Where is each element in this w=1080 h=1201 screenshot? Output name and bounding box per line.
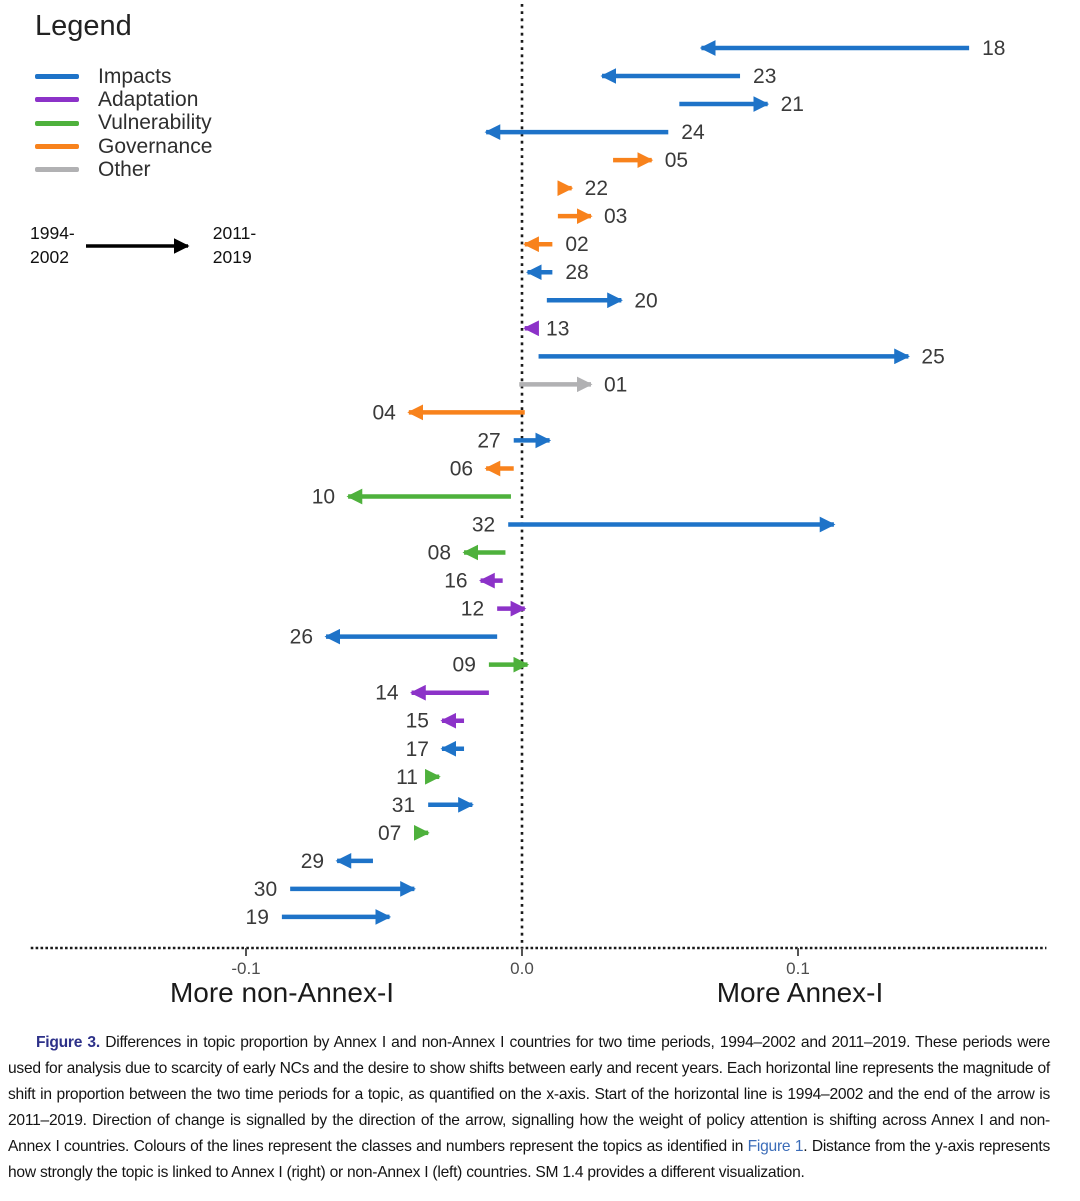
topic-label-01: 01 xyxy=(604,373,627,396)
topic-label-17: 17 xyxy=(406,738,429,761)
arrow-chart: -0.1 0.0 0.1 More non-Annex-I More Annex-I 18… xyxy=(30,4,1047,1008)
topic-label-20: 20 xyxy=(634,289,657,312)
topic-label-14: 14 xyxy=(375,682,399,705)
topic-label-28: 28 xyxy=(565,261,588,284)
legend-label-governance: Governance xyxy=(98,134,213,158)
topic-label-11: 11 xyxy=(396,766,418,789)
legend: Legend Impacts Adaptation Vulnerability Gov… xyxy=(35,10,212,181)
topic-label-15: 15 xyxy=(406,710,429,733)
topic-label-08: 08 xyxy=(428,542,451,565)
topic-label-27: 27 xyxy=(477,429,500,452)
caption-figure-label: Figure 3. xyxy=(36,1034,100,1051)
period-end-line2: 2019 xyxy=(212,246,252,267)
legend-item-adaptation: Adaptation xyxy=(35,88,212,111)
legend-swatch-impacts xyxy=(35,74,79,80)
topic-label-04: 04 xyxy=(372,401,396,424)
topic-label-25: 25 xyxy=(921,345,944,368)
period-start-line1: 1994- xyxy=(30,223,75,243)
period-arrow-icon xyxy=(85,237,190,254)
topic-label-30: 30 xyxy=(254,878,277,901)
period-start-line2: 2002 xyxy=(30,246,69,267)
x-tick-label-0.1: 0.1 xyxy=(786,959,810,978)
topic-label-24: 24 xyxy=(681,121,705,144)
period-end-line1: 2011- xyxy=(212,223,257,243)
legend-label-vulnerability: Vulnerability xyxy=(98,111,212,135)
legend-item-other: Other xyxy=(35,158,212,181)
topic-label-03: 03 xyxy=(604,205,627,228)
topic-label-13: 13 xyxy=(546,317,569,340)
x-tick-label-0.0: 0.0 xyxy=(510,959,534,978)
topic-label-12: 12 xyxy=(461,598,484,621)
period-start-label: 1994- 2002 xyxy=(30,222,75,269)
period-legend: 1994- 2002 2011- 2019 xyxy=(30,222,256,269)
topic-label-31: 31 xyxy=(392,794,415,817)
legend-items: Impacts Adaptation Vulnerability Governance… xyxy=(35,65,212,181)
topic-label-23: 23 xyxy=(753,65,776,88)
topic-label-29: 29 xyxy=(301,850,324,873)
topic-label-22: 22 xyxy=(585,177,608,200)
legend-swatch-other xyxy=(35,167,79,173)
topic-label-09: 09 xyxy=(453,654,476,677)
legend-label-impacts: Impacts xyxy=(98,64,172,88)
period-end-label: 2011- 2019 xyxy=(213,222,256,269)
figure-1-link[interactable]: Figure 1 xyxy=(747,1138,804,1155)
legend-item-vulnerability: Vulnerability xyxy=(35,111,212,135)
figure-caption: Figure 3. Differences in topic proportio… xyxy=(8,1030,1050,1186)
legend-item-governance: Governance xyxy=(35,135,212,158)
topic-label-18: 18 xyxy=(982,37,1005,60)
topic-label-05: 05 xyxy=(665,149,688,172)
legend-swatch-governance xyxy=(35,144,79,150)
topic-label-10: 10 xyxy=(312,485,335,508)
topic-label-07: 07 xyxy=(378,822,401,845)
topic-label-32: 32 xyxy=(472,514,495,537)
topic-label-16: 16 xyxy=(444,570,467,593)
topic-label-06: 06 xyxy=(450,457,473,480)
legend-label-other: Other xyxy=(98,157,151,181)
legend-label-adaptation: Adaptation xyxy=(98,87,199,111)
topic-label-02: 02 xyxy=(565,233,588,256)
x-tick-label--0.1: -0.1 xyxy=(231,959,260,978)
x-axis-label-left: More non-Annex-I xyxy=(170,977,394,1008)
legend-item-impacts: Impacts xyxy=(35,65,212,88)
legend-swatch-adaptation xyxy=(35,97,79,103)
topic-label-19: 19 xyxy=(246,906,269,929)
legend-title: Legend xyxy=(35,10,132,42)
x-axis-label-right: More Annex-I xyxy=(717,977,884,1008)
topic-label-21: 21 xyxy=(781,93,804,116)
caption-text-1: Differences in topic proportion by Annex… xyxy=(8,1034,1050,1155)
caption-text-2: . Distance from the y-axis represents ho… xyxy=(8,1138,1050,1181)
topic-label-26: 26 xyxy=(290,626,313,649)
legend-swatch-vulnerability xyxy=(35,120,79,126)
